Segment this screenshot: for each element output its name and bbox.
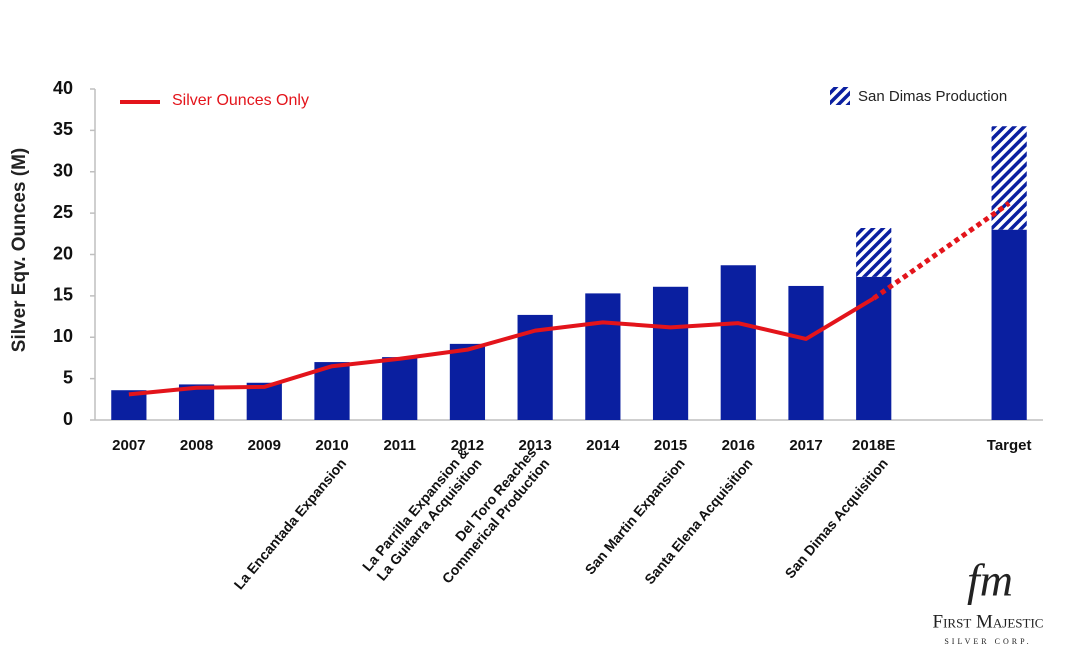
logo-name: First Majestic — [933, 611, 1044, 632]
x-tick-label: 2015 — [654, 437, 687, 454]
milestone-label: La Parrilla Expansion & — [359, 444, 472, 574]
x-tick-label: 2017 — [789, 437, 822, 454]
y-tick-label: 20 — [53, 243, 73, 263]
legend-label: San Dimas Production — [858, 88, 1007, 105]
y-tick-label: 40 — [53, 78, 73, 98]
y-tick-label: 0 — [63, 409, 73, 429]
y-tick-label: 15 — [53, 285, 73, 305]
y-tick-label: 25 — [53, 202, 73, 222]
bar — [856, 276, 892, 420]
y-tick-label: 35 — [53, 119, 73, 139]
legend-label: Silver Ounces Only — [172, 92, 309, 109]
logo-sub: Silver Corp. — [944, 637, 1031, 646]
x-tick-label: 2014 — [586, 437, 620, 454]
milestone: San Dimas Acquisition — [782, 455, 891, 581]
x-tick-label: 2010 — [315, 437, 348, 454]
milestone: La Encantada Expansion — [230, 455, 349, 592]
bar — [991, 229, 1027, 420]
bar — [856, 228, 892, 277]
x-tick-label: 2011 — [383, 437, 416, 454]
x-tick-label: 2007 — [112, 437, 145, 454]
bar — [382, 357, 418, 420]
x-tick-label: 2008 — [180, 437, 213, 454]
logo-mark: fm — [967, 555, 1013, 606]
bar — [788, 285, 824, 420]
x-tick-label: 2016 — [722, 437, 755, 454]
milestone-label: La Encantada Expansion — [230, 455, 349, 592]
y-tick-label: 5 — [63, 367, 73, 387]
bar — [585, 293, 621, 420]
x-tick-label: 2013 — [518, 437, 551, 454]
milestone-label: San Dimas Acquisition — [782, 455, 891, 581]
bar — [720, 265, 756, 420]
bar — [449, 343, 486, 420]
logo: fm First Majestic Silver Corp. — [933, 555, 1044, 646]
line — [128, 296, 875, 397]
x-tick-label: 2009 — [248, 437, 281, 454]
y-tick-label: 10 — [53, 326, 73, 346]
x-tick-label: 2012 — [451, 437, 484, 454]
y-tick-label: 30 — [53, 161, 73, 181]
x-tick-label: Target — [987, 437, 1032, 454]
bar — [991, 126, 1027, 230]
legend-swatch — [830, 87, 850, 105]
line-projection — [872, 201, 1011, 301]
y-axis-label: Silver Eqv. Ounces (M) — [9, 148, 30, 352]
x-tick-label: 2018E — [852, 437, 895, 454]
bar — [652, 286, 689, 420]
